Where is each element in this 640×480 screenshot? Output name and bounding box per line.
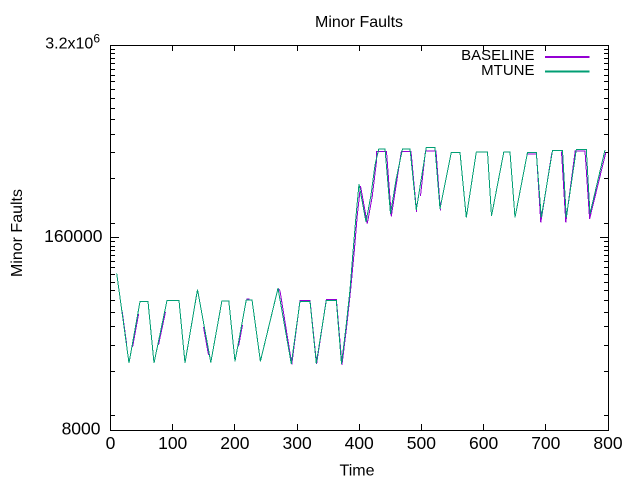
svg-text:Minor Faults: Minor Faults <box>9 189 26 277</box>
svg-text:300: 300 <box>282 433 311 453</box>
svg-text:0: 0 <box>106 433 116 453</box>
svg-text:Minor Faults: Minor Faults <box>315 14 403 31</box>
svg-text:3.2x106: 3.2x106 <box>45 32 100 53</box>
svg-text:400: 400 <box>345 433 374 453</box>
svg-text:600: 600 <box>469 433 498 453</box>
svg-text:BASELINE: BASELINE <box>461 47 534 64</box>
svg-text:MTUNE: MTUNE <box>481 62 534 79</box>
svg-text:100: 100 <box>158 433 187 453</box>
svg-text:Time: Time <box>340 463 375 480</box>
svg-text:200: 200 <box>220 433 249 453</box>
svg-text:8000: 8000 <box>62 419 101 439</box>
svg-text:700: 700 <box>531 433 560 453</box>
svg-text:500: 500 <box>407 433 436 453</box>
svg-text:800: 800 <box>593 433 622 453</box>
svg-text:160000: 160000 <box>44 226 103 246</box>
